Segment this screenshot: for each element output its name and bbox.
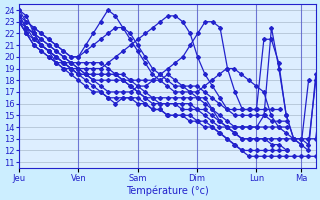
X-axis label: Température (°c): Température (°c) (126, 185, 209, 196)
